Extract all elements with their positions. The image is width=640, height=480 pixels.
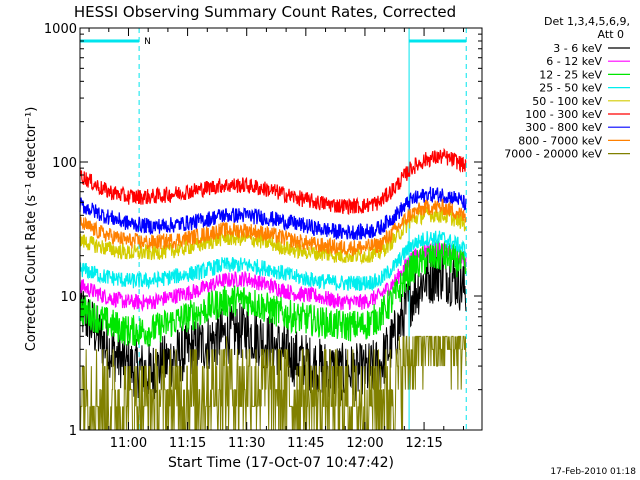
x-tick-label: 11:15 xyxy=(169,436,206,451)
footer-timestamp: 17-Feb-2010 01:18 xyxy=(550,467,636,477)
y-tick-label: 100 xyxy=(52,156,77,171)
series-line-25-50-kev xyxy=(79,230,467,292)
legend-header: Det 1,3,4,5,6,9, xyxy=(544,15,630,28)
series-line-300-800-kev xyxy=(79,186,467,241)
legend-header: Att 0 xyxy=(598,28,624,41)
series-line-12-25-kev xyxy=(79,240,467,347)
legend-label: 300 - 800 keV xyxy=(525,121,602,134)
legend-label: 50 - 100 keV xyxy=(532,95,602,108)
x-tick-label: 12:00 xyxy=(346,436,383,451)
legend-label: 100 - 300 keV xyxy=(525,108,602,121)
x-tick-label: 11:30 xyxy=(228,436,265,451)
x-axis-label: Start Time (17-Oct-07 10:47:42) xyxy=(168,455,394,471)
legend-label: 7000 - 20000 keV xyxy=(504,148,602,161)
plot-area: N xyxy=(79,28,467,431)
legend-label: 800 - 7000 keV xyxy=(518,134,602,147)
night-label: N xyxy=(144,37,151,47)
legend-label: 6 - 12 keV xyxy=(546,55,602,68)
x-tick-label: 11:45 xyxy=(287,436,324,451)
x-axis: 11:00 11:15 11:30 11:45 12:00 12:15 xyxy=(88,28,464,451)
legend-label: 3 - 6 keV xyxy=(553,42,602,55)
y-tick-label: 10 xyxy=(60,290,77,305)
series-line-6-12-kev xyxy=(79,242,467,312)
y-axis: 1 10 100 1000 xyxy=(44,22,482,439)
y-axis-label: Corrected Count Rate (s⁻¹ detector⁻¹) xyxy=(24,107,39,352)
legend-label: 12 - 25 keV xyxy=(539,68,602,81)
series-line-100-300-kev xyxy=(79,147,467,216)
series-line-50-100-kev xyxy=(79,205,467,265)
y-tick-label: 1000 xyxy=(44,22,77,37)
plot-frame xyxy=(79,27,483,431)
x-tick-label: 11:00 xyxy=(110,436,147,451)
x-tick-label: 12:15 xyxy=(405,436,442,451)
y-tick-label: 1 xyxy=(69,424,77,439)
legend-label: 25 - 50 keV xyxy=(539,82,602,95)
series-line-800-7000-kev xyxy=(79,198,467,257)
chart-title: HESSI Observing Summary Count Rates, Cor… xyxy=(74,3,456,21)
